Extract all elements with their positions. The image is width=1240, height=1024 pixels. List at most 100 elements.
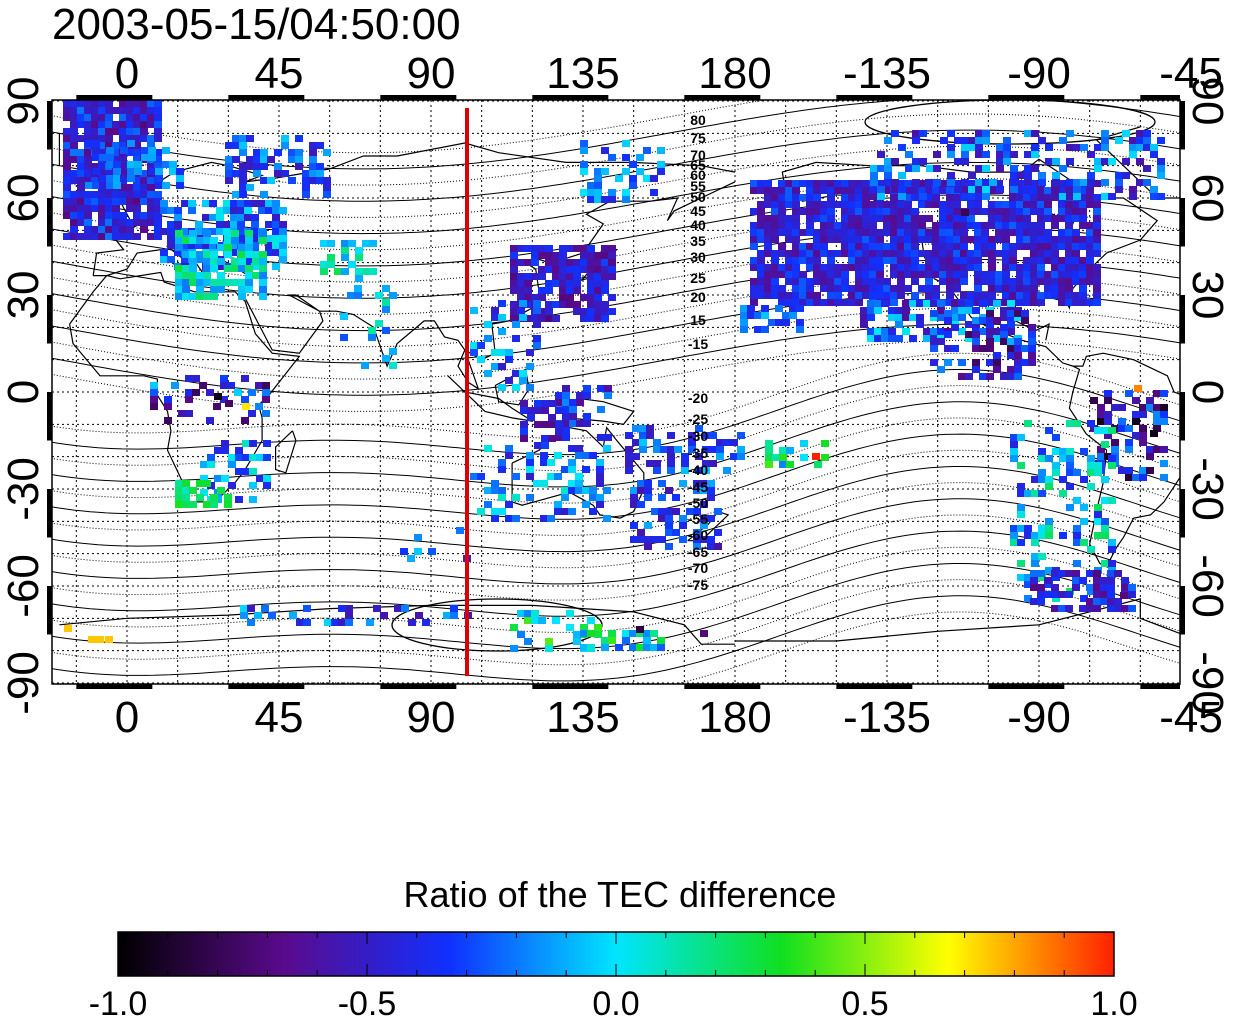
tec-pixel (265, 249, 273, 256)
tec-pixel (228, 461, 236, 468)
tec-pixel (757, 278, 765, 285)
tec-pixel (562, 434, 570, 441)
tec-pixel (382, 327, 390, 334)
tec-pixel (897, 208, 905, 215)
tec-pixel (988, 250, 996, 257)
tec-pixel (477, 342, 485, 349)
tec-pixel (1002, 292, 1010, 299)
tec-pixel (1023, 208, 1031, 215)
tec-pixel (967, 215, 975, 222)
tec-pixel (1051, 292, 1059, 299)
tec-pixel (974, 208, 982, 215)
mlat-contour (52, 242, 1180, 315)
tec-pixel (498, 328, 506, 335)
tec-pixel (771, 201, 779, 208)
tec-pixel (580, 624, 588, 631)
tec-pixel (1087, 172, 1095, 179)
tec-pixel (904, 229, 912, 236)
tec-pixel (1002, 257, 1010, 264)
tec-pixel (148, 147, 156, 154)
tec-pixel (84, 163, 92, 170)
tec-pixel (505, 377, 513, 384)
tec-pixel (601, 196, 609, 203)
tec-pixel (265, 242, 273, 249)
tec-pixel (589, 487, 597, 494)
tec-pixel (932, 201, 940, 208)
frame-tick (47, 586, 52, 635)
colorbar-tick-label: -0.5 (337, 985, 397, 1023)
tec-pixel (594, 631, 602, 638)
tec-pixel (714, 508, 722, 515)
tec-pixel (953, 243, 961, 250)
tec-pixel (1107, 577, 1115, 584)
tec-pixel (1044, 292, 1052, 299)
tec-pixel (622, 168, 630, 175)
tec-pixel (491, 363, 499, 370)
tec-pixel (947, 172, 955, 179)
tec-pixel (1037, 243, 1045, 250)
tec-pixel (91, 114, 99, 121)
tec-pixel (967, 250, 975, 257)
tec-pixel (1086, 194, 1094, 201)
tec-pixel (510, 273, 518, 280)
tec-pixel (916, 314, 924, 321)
tec-pixel (84, 100, 92, 107)
mlat-contour (52, 307, 1180, 380)
tec-pixel (1150, 144, 1158, 151)
tec-pixel (1073, 420, 1081, 427)
tec-pixel (1160, 446, 1168, 453)
tec-pixel (876, 271, 884, 278)
tec-pixel (965, 331, 973, 338)
tec-pixel (916, 300, 924, 307)
tec-pixel (926, 179, 934, 186)
tec-pixel (1038, 172, 1046, 179)
tec-pixel (587, 245, 595, 252)
tec-pixel (953, 236, 961, 243)
tec-pixel (224, 230, 232, 237)
tec-pixel (1072, 292, 1080, 299)
top-lon-label: 180 (698, 49, 771, 98)
tec-pixel (573, 245, 581, 252)
tec-pixel (834, 187, 842, 194)
tec-pixel (133, 184, 141, 191)
tec-pixel (778, 187, 786, 194)
plot-title: 2003-05-15/04:50:00 (52, 0, 461, 49)
frame-tick (988, 684, 1065, 689)
tec-pixel (855, 250, 863, 257)
tec-pixel (1024, 490, 1032, 497)
tec-pixel (1093, 598, 1101, 605)
tec-pixel (723, 467, 731, 474)
tec-pixel (414, 548, 422, 555)
tec-pixel (575, 473, 583, 480)
tec-pixel (796, 319, 804, 326)
tec-pixel (834, 299, 842, 306)
tec-pixel (105, 128, 113, 135)
tec-pixel (1003, 137, 1011, 144)
tec-pixel (583, 385, 591, 392)
tec-pixel (133, 149, 141, 156)
tec-pixel (88, 636, 96, 643)
tec-pixel (538, 617, 546, 624)
tec-pixel (1101, 158, 1109, 165)
tec-pixel (147, 191, 155, 198)
bottom-lon-label: 135 (546, 693, 619, 742)
tec-pixel (939, 187, 947, 194)
tec-pixel (897, 222, 905, 229)
tec-pixel (799, 292, 807, 299)
tec-pixel (1108, 427, 1116, 434)
tec-pixel (209, 228, 217, 235)
contour-label: 45 (690, 203, 706, 219)
tec-pixel (974, 264, 982, 271)
tec-pixel (643, 644, 651, 651)
tec-pixel (737, 453, 745, 460)
tec-pixel (134, 161, 142, 168)
tec-pixel (517, 280, 525, 287)
tec-pixel (1066, 483, 1074, 490)
tec-pixel (341, 240, 349, 247)
tec-pixel (806, 299, 814, 306)
tec-pixel (92, 168, 100, 175)
tec-pixel (1030, 577, 1038, 584)
frame-tick (47, 489, 52, 538)
tec-pixel (792, 215, 800, 222)
tec-pixel (531, 617, 539, 624)
